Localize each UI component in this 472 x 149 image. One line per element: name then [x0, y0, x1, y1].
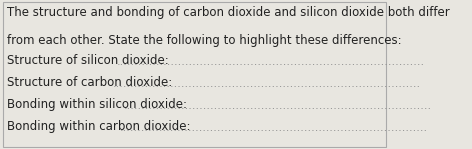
Text: ................................................................................: ........................................… [113, 79, 421, 89]
FancyBboxPatch shape [3, 2, 386, 147]
Text: Structure of carbon dioxide:: Structure of carbon dioxide: [7, 76, 172, 89]
Text: Bonding within silicon dioxide:: Bonding within silicon dioxide: [7, 98, 187, 111]
Text: ................................................................................: ........................................… [120, 123, 428, 133]
Text: Structure of silicon dioxide:: Structure of silicon dioxide: [7, 54, 169, 67]
Text: Bonding within carbon dioxide:: Bonding within carbon dioxide: [7, 120, 191, 133]
Text: from each other. State the following to highlight these differences:: from each other. State the following to … [7, 34, 402, 46]
Text: ................................................................................: ........................................… [124, 101, 432, 111]
Text: The structure and bonding of carbon dioxide and silicon dioxide both differ: The structure and bonding of carbon diox… [7, 6, 450, 19]
Text: ................................................................................: ........................................… [117, 57, 424, 67]
